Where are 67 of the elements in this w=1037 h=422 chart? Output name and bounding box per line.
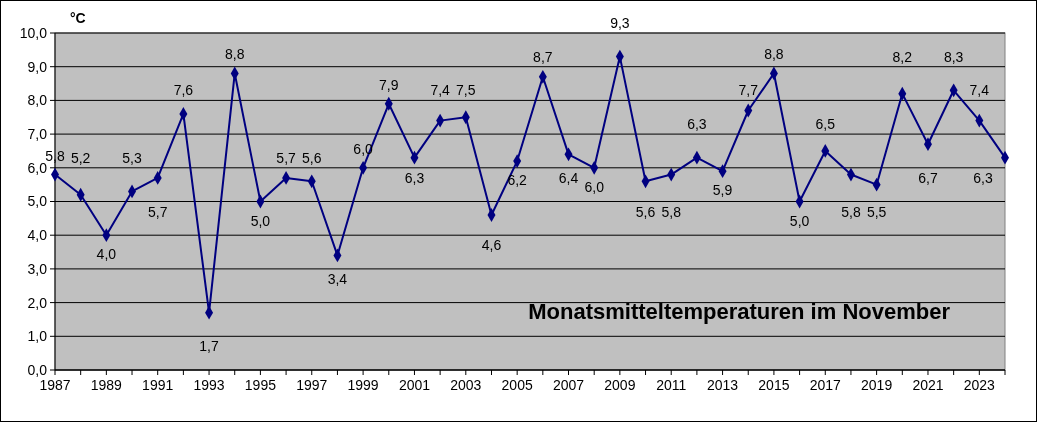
y-tick-label: 8,0 — [27, 92, 48, 109]
data-label: 3,4 — [327, 270, 348, 287]
y-tick-label: 7,0 — [27, 126, 48, 142]
data-label: 5,8 — [661, 203, 682, 220]
data-label: 6,5 — [815, 116, 836, 133]
data-label: 7,4 — [969, 82, 990, 99]
x-tick-label: 2005 — [501, 377, 533, 393]
y-tick-label: 0,0 — [27, 361, 48, 378]
data-label: 4,6 — [481, 237, 502, 254]
x-tick-label: 2007 — [552, 377, 585, 393]
x-tick-label: 2015 — [758, 377, 790, 393]
data-label: 7,9 — [379, 76, 399, 93]
x-tick-label: 1997 — [296, 377, 328, 393]
x-tick-label: 2019 — [861, 377, 893, 393]
data-label: 9,3 — [610, 15, 630, 31]
y-axis-title: °C — [70, 10, 86, 26]
x-tick-label: 1999 — [347, 377, 379, 393]
y-tick-label: 1,0 — [27, 328, 48, 345]
data-label: 6,7 — [918, 169, 938, 186]
data-label: 6,2 — [507, 172, 528, 189]
data-label: 8,7 — [533, 48, 553, 65]
x-tick-label: 2023 — [963, 377, 996, 393]
y-tick-label: 4,0 — [27, 227, 48, 244]
data-label: 5,2 — [70, 149, 91, 166]
data-label: 6,3 — [687, 116, 707, 133]
data-label: 6,3 — [404, 169, 425, 186]
data-label: 5,7 — [147, 203, 168, 220]
x-tick-label: 2021 — [912, 377, 944, 393]
data-label: 5,7 — [276, 149, 297, 166]
data-label: 5,5 — [866, 203, 887, 220]
y-tick-label: 3,0 — [27, 260, 48, 277]
y-tick-label: 2,0 — [27, 294, 48, 311]
x-tick-label: 1987 — [39, 377, 71, 393]
x-tick-label: 1991 — [142, 377, 174, 393]
x-tick-label: 1989 — [90, 377, 123, 393]
data-label: 4,0 — [96, 246, 117, 263]
y-tick-label: 9,0 — [27, 58, 48, 75]
data-label: 8,3 — [943, 48, 964, 65]
data-label: 6,3 — [973, 169, 993, 186]
x-tick-label: 2011 — [656, 377, 687, 393]
data-label: 7,5 — [456, 82, 476, 99]
data-label: 8,8 — [764, 46, 784, 63]
x-tick-label: 1993 — [193, 377, 225, 393]
data-label: 6,4 — [558, 169, 579, 186]
data-label: 5,3 — [122, 149, 142, 166]
data-label: 1,7 — [199, 338, 219, 355]
x-tick-label: 1995 — [244, 377, 277, 393]
text: Monatsmitteltemperaturen im November — [528, 299, 951, 325]
data-label: 6,0 — [584, 178, 605, 195]
x-tick-label: 2001 — [398, 377, 431, 393]
x-tick-label: 2003 — [450, 377, 482, 393]
x-tick-label: 2009 — [604, 377, 636, 393]
y-tick-label: 5,0 — [27, 193, 48, 210]
data-label: 5,0 — [789, 212, 810, 229]
data-label: 7,7 — [738, 82, 759, 99]
data-label: 7,4 — [430, 82, 451, 99]
x-tick-label: 2017 — [809, 377, 842, 393]
data-label: 8,8 — [225, 46, 245, 63]
data-label: 5,0 — [250, 212, 271, 229]
y-tick-label: 10,0 — [19, 24, 48, 41]
data-label: 5,6 — [635, 203, 656, 220]
data-label: 7,6 — [173, 82, 194, 99]
x-tick-label: 2013 — [706, 377, 739, 393]
data-label: 5,9 — [712, 182, 733, 199]
data-label: 5,6 — [302, 149, 322, 166]
data-label: 5,8 — [841, 203, 861, 220]
data-label: 8,2 — [892, 48, 913, 65]
